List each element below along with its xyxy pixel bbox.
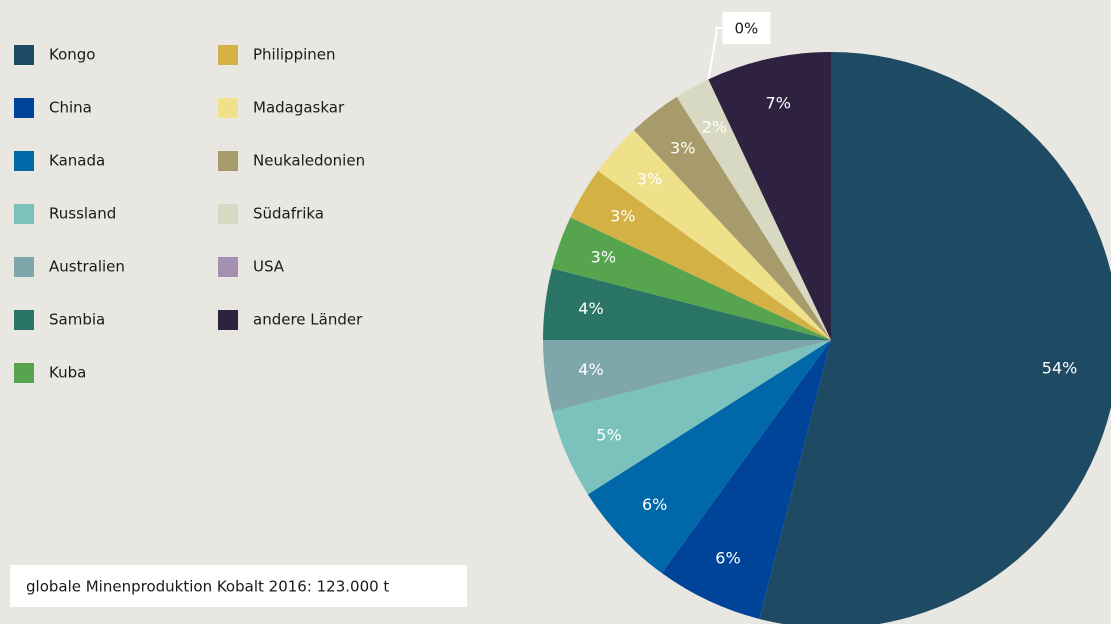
- legend-label: andere Länder: [253, 311, 363, 329]
- pie-slice: [759, 52, 1111, 624]
- pie-slice: [543, 268, 831, 340]
- value-label: 0%: [734, 20, 758, 38]
- pie-slice: [570, 170, 831, 340]
- legend-swatch: [218, 45, 238, 65]
- pie-slice: [552, 340, 831, 495]
- value-label: 5%: [596, 426, 621, 445]
- legend-label: China: [49, 99, 92, 117]
- legend-label: Russland: [49, 205, 116, 223]
- footnote-box: [10, 565, 467, 607]
- pie-slice: [633, 96, 831, 340]
- pie-slice: [587, 340, 831, 573]
- legend-label: Kongo: [49, 46, 95, 64]
- legend-label: Sambia: [49, 311, 105, 329]
- legend-swatch: [14, 310, 34, 330]
- legend-label: Madagaskar: [253, 99, 345, 117]
- value-label: 4%: [578, 360, 603, 379]
- pie-slice: [598, 130, 831, 340]
- value-label: 3%: [637, 170, 662, 189]
- legend-swatch: [14, 257, 34, 277]
- callout-box: [722, 12, 771, 44]
- legend-swatch: [14, 204, 34, 224]
- legend-swatch: [14, 45, 34, 65]
- pie-slice: [708, 52, 831, 340]
- value-label: 6%: [715, 548, 740, 567]
- legend-label: Neukaledonien: [253, 152, 365, 170]
- pie-slice: [552, 217, 831, 340]
- value-label: 6%: [642, 495, 667, 514]
- footnote: globale Minenproduktion Kobalt 2016: 123…: [26, 578, 389, 596]
- legend-swatch: [14, 151, 34, 171]
- value-label: 3%: [610, 206, 635, 225]
- value-label: 3%: [670, 138, 695, 157]
- legend-label: Kuba: [49, 364, 86, 382]
- legend-swatch: [14, 363, 34, 383]
- pie-slice: [543, 340, 831, 412]
- value-label: 2%: [702, 118, 727, 137]
- pie-slice: [661, 340, 831, 619]
- legend-label: USA: [253, 258, 285, 276]
- value-label: 3%: [591, 248, 616, 267]
- legend-swatch: [218, 310, 238, 330]
- pie-slice: [676, 79, 831, 341]
- legend-swatch: [218, 204, 238, 224]
- value-label: 54%: [1042, 358, 1078, 377]
- legend-label: Kanada: [49, 152, 105, 170]
- legend-swatch: [218, 151, 238, 171]
- legend-swatch: [218, 257, 238, 277]
- legend-label: Südafrika: [253, 205, 324, 223]
- legend-swatch: [14, 98, 34, 118]
- legend-label: Australien: [49, 258, 125, 276]
- leader-line: [707, 27, 725, 80]
- legend-label: Philippinen: [253, 46, 336, 64]
- value-label: 4%: [578, 299, 603, 318]
- legend-swatch: [218, 98, 238, 118]
- value-label: 7%: [766, 93, 791, 112]
